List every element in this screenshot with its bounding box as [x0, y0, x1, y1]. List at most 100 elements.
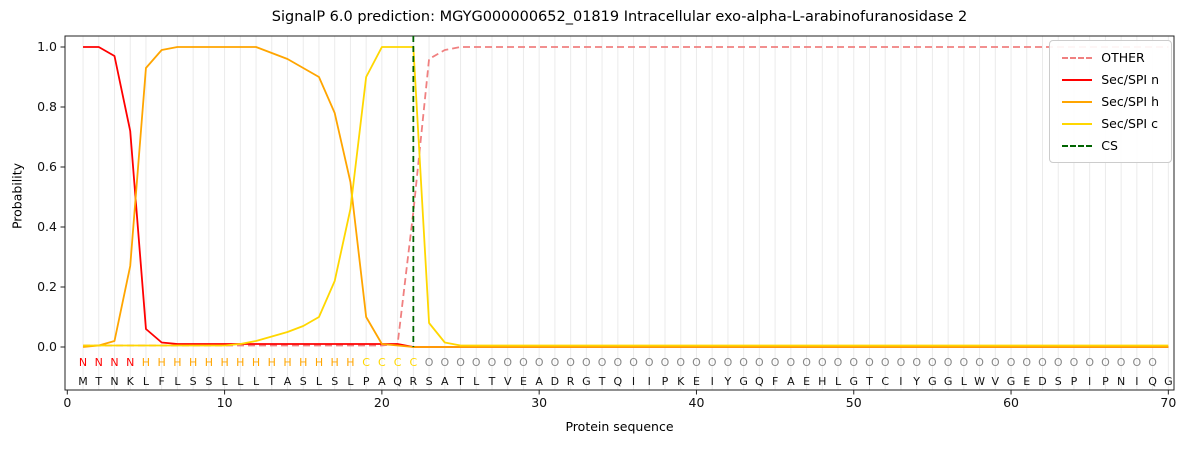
residue-class-letter: O [1070, 356, 1079, 369]
x-tick-label: 10 [217, 395, 233, 410]
residue-class-letter: C [362, 356, 370, 369]
x-tick-label: 60 [1003, 395, 1019, 410]
legend-label-sec-spi-c: Sec/SPI c [1101, 116, 1158, 131]
residue-class-letter: O [503, 356, 512, 369]
x-tick-label: 40 [689, 395, 705, 410]
legend-item-cs: CS [1062, 138, 1159, 153]
residue-class-letter: O [472, 356, 481, 369]
residue-letter: Y [912, 375, 920, 388]
residue-class-letter: H [173, 356, 181, 369]
residue-class-letter: O [708, 356, 717, 369]
residue-letter: Q [613, 375, 622, 388]
residue-letter: P [1071, 375, 1078, 388]
residue-class-letter: H [252, 356, 260, 369]
residue-class-letter: H [268, 356, 276, 369]
x-tick-label: 30 [531, 395, 547, 410]
residue-class-letter: O [613, 356, 622, 369]
residue-letter: P [662, 375, 669, 388]
residue-class-letter: H [205, 356, 213, 369]
residue-class-letter: O [881, 356, 890, 369]
residue-letter: T [94, 375, 102, 388]
residue-letter: L [237, 375, 244, 388]
residue-letter: L [835, 375, 842, 388]
residue-class-letter: O [834, 356, 843, 369]
residue-letter: M [78, 375, 88, 388]
y-tick-label: 1.0 [37, 39, 57, 54]
residue-letter: F [772, 375, 778, 388]
residue-letter: D [1038, 375, 1046, 388]
residue-class-letter: O [535, 356, 544, 369]
residue-class-letter: O [944, 356, 953, 369]
residue-class-letter: O [1022, 356, 1031, 369]
residue-letter: T [865, 375, 873, 388]
residue-class-letter: O [739, 356, 748, 369]
residue-letter: V [504, 375, 512, 388]
residue-letter: G [739, 375, 748, 388]
residue-letter: V [992, 375, 1000, 388]
residue-class-letter: O [928, 356, 937, 369]
residue-letter: R [410, 375, 418, 388]
residue-letter: S [426, 375, 433, 388]
residue-class-letter: O [1148, 356, 1157, 369]
residue-letter: G [1007, 375, 1016, 388]
residue-class-letter: H [346, 356, 354, 369]
residue-class-letter: O [897, 356, 906, 369]
residue-letter: S [1055, 375, 1062, 388]
legend-item-sec-spi-n: Sec/SPI n [1062, 72, 1159, 87]
series-other [83, 46, 1169, 347]
residue-class-letter: C [394, 356, 402, 369]
residue-class-letter: N [110, 356, 118, 369]
residue-letter: K [127, 375, 135, 388]
residue-class-letter: O [519, 356, 528, 369]
residue-letter: L [473, 375, 480, 388]
residue-class-letter: O [1038, 356, 1047, 369]
legend-line-swatch-cs [1062, 144, 1093, 147]
residue-class-letter: O [566, 356, 575, 369]
residue-letter: S [331, 375, 338, 388]
residue-class-letter: O [440, 356, 449, 369]
residue-letter: H [818, 375, 826, 388]
residue-letter: I [711, 375, 714, 388]
residue-class-letter: O [849, 356, 858, 369]
residue-class-letter: O [755, 356, 764, 369]
x-tick-label: 70 [1160, 395, 1176, 410]
axes-box [64, 35, 1175, 391]
residue-letter: C [881, 375, 889, 388]
residue-letter: R [567, 375, 575, 388]
legend-item-sec-spi-c: Sec/SPI c [1062, 116, 1159, 131]
legend-label-sec-spi-h: Sec/SPI h [1101, 94, 1159, 109]
y-tick-label: 0.8 [37, 99, 57, 114]
residue-class-letter: N [79, 356, 87, 369]
series-sec-spi-c [83, 46, 1169, 347]
residue-letter: Q [1148, 375, 1157, 388]
residue-letter: P [1102, 375, 1109, 388]
y-axis-label: Probability [9, 162, 25, 230]
series-sec-spi-n [83, 46, 1169, 348]
legend-label-other: OTHER [1101, 50, 1145, 65]
residue-class-letter: O [488, 356, 497, 369]
residue-class-letter: C [409, 356, 417, 369]
residue-class-letter: O [598, 356, 607, 369]
residue-class-letter: O [645, 356, 654, 369]
residue-letter: T [598, 375, 606, 388]
residue-class-letter: H [189, 356, 197, 369]
x-axis-label: Protein sequence [565, 419, 674, 434]
residue-letter: I [1135, 375, 1138, 388]
residue-letter: E [693, 375, 700, 388]
residue-letter: I [899, 375, 902, 388]
residue-class-letter: O [629, 356, 638, 369]
residue-letter: L [316, 375, 323, 388]
residue-letter: A [284, 375, 292, 388]
residue-letter: G [582, 375, 591, 388]
residue-class-letter: O [551, 356, 560, 369]
chart-title: SignalP 6.0 prediction: MGYG000000652_01… [271, 9, 968, 25]
residue-letter: L [347, 375, 354, 388]
residue-letter: S [300, 375, 307, 388]
residue-class-letter: O [724, 356, 733, 369]
residue-class-letter: O [1117, 356, 1126, 369]
residue-class-letter: O [960, 356, 969, 369]
residue-letter: D [551, 375, 559, 388]
residue-letter: I [1088, 375, 1091, 388]
